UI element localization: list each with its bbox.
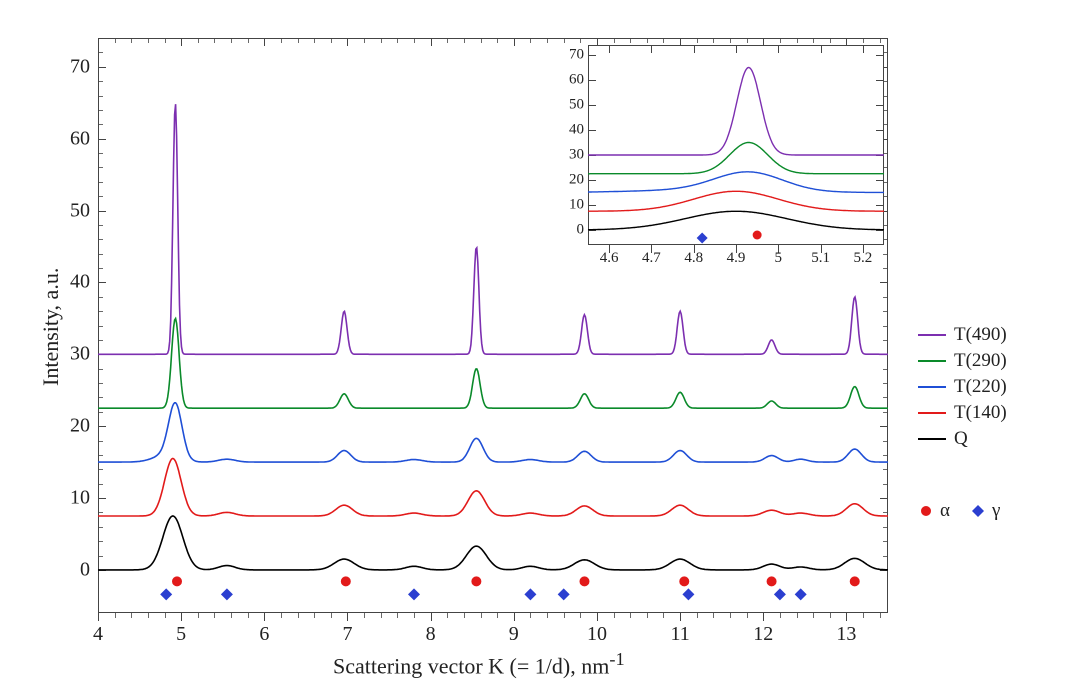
inset-series-T(140) <box>580 191 893 211</box>
inset-series-T(290) <box>580 143 893 174</box>
inset-series-T(220) <box>580 172 893 193</box>
legend-label: Q <box>954 428 968 450</box>
inset-series-Q <box>580 211 893 230</box>
inset-gamma-marker <box>697 233 708 244</box>
legend-row-T(290): T(290) <box>918 348 1007 374</box>
alpha-symbol-label: α <box>940 500 950 522</box>
legend-label: T(220) <box>954 376 1007 398</box>
marker-legend: αγ <box>918 498 1000 524</box>
gamma-symbol-label: γ <box>992 500 1000 522</box>
legend-row-T(220): T(220) <box>918 374 1007 400</box>
alpha-symbol-icon <box>918 503 934 519</box>
legend-row-T(140): T(140) <box>918 400 1007 426</box>
legend-swatch <box>918 438 946 440</box>
marker-legend-row: αγ <box>918 498 1000 524</box>
gamma-symbol-icon <box>970 503 986 519</box>
legend-label: T(490) <box>954 324 1007 346</box>
inset-alpha-marker <box>753 231 762 240</box>
legend-swatch <box>918 334 946 336</box>
legend-label: T(140) <box>954 402 1007 424</box>
series-legend: T(490) T(290) T(220) T(140) Q <box>918 322 1007 452</box>
legend-row-Q: Q <box>918 426 1007 452</box>
legend-row-T(490): T(490) <box>918 322 1007 348</box>
legend-swatch <box>918 360 946 362</box>
legend-label: T(290) <box>954 350 1007 372</box>
legend-swatch <box>918 412 946 414</box>
legend-swatch <box>918 386 946 388</box>
inset-series-T(490) <box>580 68 893 156</box>
